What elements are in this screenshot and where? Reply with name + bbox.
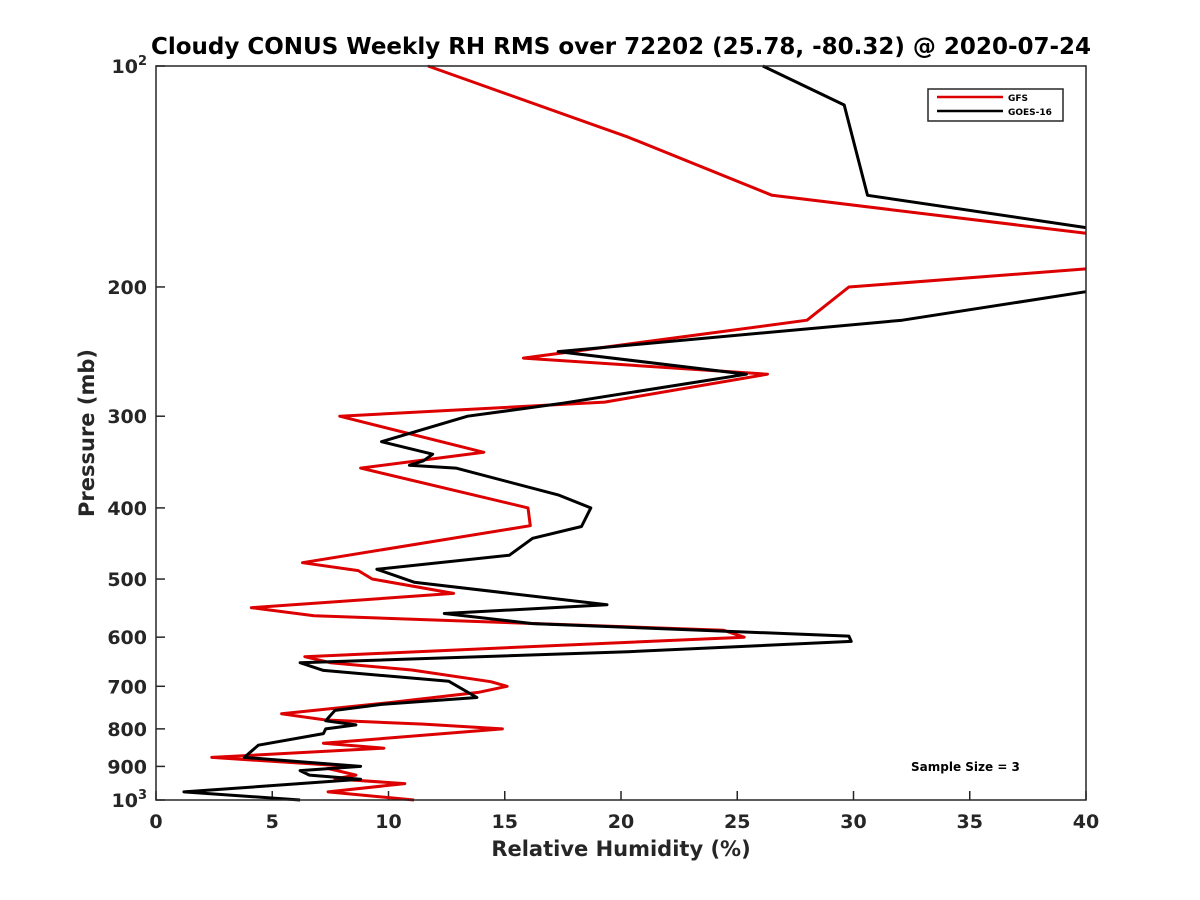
chart-title: Cloudy CONUS Weekly RH RMS over 72202 (2…: [151, 34, 1091, 60]
y-axis-ticks: 102 200 300 400 500 600 700 800 900 103: [107, 54, 165, 812]
y-tick-label: 900: [107, 756, 147, 778]
y-tick-label: 200: [107, 277, 147, 299]
y-tick-label: 600: [107, 627, 147, 649]
x-tick-label: 25: [724, 811, 750, 833]
x-tick-label: 5: [266, 811, 279, 833]
x-tick-label: 30: [840, 811, 866, 833]
x-axis-ticks: 0 5 10 15 20 25 30 35 40: [149, 791, 1099, 833]
legend-label-gfs: GFS: [1008, 94, 1028, 104]
y-axis-label: Pressure (mb): [75, 349, 99, 517]
series-layer: [182, 64, 1087, 802]
x-tick-label: 15: [492, 811, 518, 833]
legend: GFS GOES-16: [927, 88, 1064, 122]
y-tick-label: 700: [107, 676, 147, 698]
legend-box: [927, 88, 1064, 122]
x-axis-label: Relative Humidity (%): [491, 837, 750, 861]
y-tick-label: 500: [107, 569, 147, 591]
x-tick-label: 20: [608, 811, 634, 833]
series-line-goes-16: [182, 64, 1087, 802]
y-tick-label: 400: [107, 498, 147, 520]
plot-area-frame: [155, 65, 1087, 801]
x-tick-label: 10: [375, 811, 401, 833]
x-tick-label: 0: [149, 811, 162, 833]
y-tick-label: 103: [112, 788, 148, 812]
x-tick-label: 40: [1073, 811, 1099, 833]
legend-label-goes16: GOES-16: [1008, 108, 1052, 118]
y-tick-label: 300: [107, 406, 147, 428]
x-tick-label: 35: [957, 811, 983, 833]
y-tick-label: 102: [112, 54, 148, 78]
y-tick-label: 800: [107, 719, 147, 741]
sample-size-annotation: Sample Size = 3: [911, 760, 1020, 774]
